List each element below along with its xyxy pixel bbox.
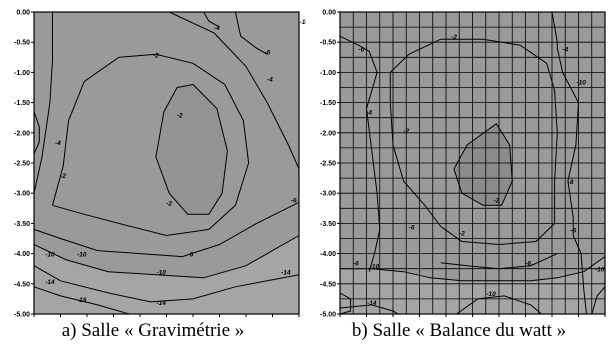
contour-value-label: -14 bbox=[281, 270, 291, 277]
contour-value-label: -2 bbox=[60, 173, 66, 180]
contour-value-label: -14 bbox=[45, 279, 55, 286]
contour-line bbox=[440, 253, 558, 270]
y-tick-label: -3.50 bbox=[14, 221, 30, 228]
y-tick-label: -4.50 bbox=[320, 281, 336, 288]
contour-value-label: -6 bbox=[264, 49, 270, 56]
contour-value-label: -6 bbox=[187, 252, 193, 259]
contour-line bbox=[33, 12, 53, 194]
contour-value-label: -10 bbox=[300, 19, 306, 26]
contour-line bbox=[168, 11, 300, 170]
contour-value-label: -18 bbox=[77, 297, 87, 304]
contour-line bbox=[33, 286, 130, 315]
contour-value-label: -14 bbox=[367, 300, 377, 307]
y-tick-label: -5.00 bbox=[14, 312, 30, 319]
contour-value-label: -10 bbox=[45, 252, 55, 259]
contour-line bbox=[551, 11, 587, 315]
contour-value-label: -6 bbox=[358, 46, 364, 53]
y-tick-label: -5.00 bbox=[320, 312, 336, 319]
inner-region bbox=[155, 84, 228, 215]
y-tick-label: -3.50 bbox=[320, 221, 336, 228]
contour-value-label: -2 bbox=[166, 200, 172, 207]
contour-value-label: -6 bbox=[570, 227, 576, 234]
contour-value-label: -2 bbox=[459, 230, 465, 237]
contour-line bbox=[33, 201, 300, 258]
y-tick-label: -1.50 bbox=[14, 100, 30, 107]
contour-value-label: -2 bbox=[403, 128, 409, 135]
y-tick-label: 0.00 bbox=[16, 10, 30, 17]
contour-value-label: -4 bbox=[55, 140, 61, 147]
contour-value-label: -4 bbox=[267, 76, 273, 83]
contour-value-label: -10 bbox=[576, 79, 586, 86]
y-tick-label: -1.00 bbox=[320, 70, 336, 77]
contour-value-label: -6 bbox=[409, 224, 415, 231]
contour-value-label: -10 bbox=[486, 291, 496, 298]
chart-panel-balance-du-watt: 0.00 -0.50 -1.00 -1.50 -2.00 -2.50 -3.00 -3.50 -… bbox=[306, 0, 612, 347]
chart-panel-gravimetrie: 0.00 -0.50 -1.00 -1.50 -2.00 -2.50 -3.00 -3.50 -… bbox=[14, 10, 306, 342]
caption-balance-du-watt: b) Salle « Balance du watt » bbox=[351, 320, 567, 341]
contour-line bbox=[339, 304, 399, 315]
contour-value-label: -4 bbox=[562, 46, 568, 53]
contour-value-label: -14 bbox=[156, 300, 166, 307]
y-tick-label: -4.00 bbox=[14, 251, 30, 258]
contour-value-label: -8 bbox=[568, 179, 574, 186]
contour-plot-balance-du-watt: 0.00 -0.50 -1.00 -1.50 -2.00 -2.50 -3.00 -3.50 -… bbox=[320, 10, 606, 319]
contour-value-label: -10 bbox=[77, 252, 87, 259]
y-tick-label: 0.00 bbox=[322, 10, 336, 17]
contour-line bbox=[389, 38, 558, 246]
contour-value-label: -6 bbox=[525, 261, 531, 268]
contour-value-label: -4 bbox=[214, 25, 220, 32]
contour-line bbox=[155, 84, 228, 215]
contour-value-label: -6 bbox=[353, 261, 359, 268]
contour-line bbox=[456, 295, 542, 315]
outer-region bbox=[34, 235, 299, 314]
contour-line bbox=[339, 292, 352, 315]
caption-gravimetrie: a) Salle « Gravimétrie » bbox=[61, 320, 245, 341]
y-tick-label: -4.00 bbox=[320, 251, 336, 258]
contour-value-label: -2 bbox=[153, 52, 159, 59]
contour-line bbox=[33, 111, 40, 155]
contour-line bbox=[234, 11, 268, 55]
contour-value-label: -2 bbox=[493, 197, 499, 204]
contour-line bbox=[33, 265, 300, 303]
y-tick-label: -3.00 bbox=[320, 191, 336, 198]
y-tick-label: -0.50 bbox=[14, 40, 30, 47]
contour-value-label: -10 bbox=[370, 264, 380, 271]
contour-value-label: -4 bbox=[366, 110, 372, 117]
y-tick-label: -2.00 bbox=[320, 130, 336, 137]
contour-line bbox=[339, 35, 381, 272]
contour-line bbox=[203, 11, 220, 28]
y-tick-label: -2.50 bbox=[320, 161, 336, 168]
contour-line bbox=[591, 286, 606, 315]
contour-value-label: -2 bbox=[451, 34, 457, 41]
contour-line bbox=[33, 235, 300, 279]
contour-plot-gravimetrie: 0.00 -0.50 -1.00 -1.50 -2.00 -2.50 -3.00 -3.50 -… bbox=[14, 10, 306, 319]
y-tick-label: -4.50 bbox=[14, 281, 30, 288]
contour-line bbox=[52, 53, 250, 237]
contour-value-label: -6 bbox=[291, 197, 297, 204]
contour-line bbox=[340, 256, 606, 282]
y-tick-label: -2.50 bbox=[14, 161, 30, 168]
y-tick-label: -2.00 bbox=[14, 130, 30, 137]
contour-value-label: -10 bbox=[156, 270, 166, 277]
y-tick-label: -3.00 bbox=[14, 191, 30, 198]
contour-value-label: -10 bbox=[595, 267, 605, 274]
contour-line bbox=[453, 123, 513, 206]
y-tick-label: -1.00 bbox=[14, 70, 30, 77]
contour-value-label: -2 bbox=[177, 113, 183, 120]
y-tick-label: -1.50 bbox=[320, 100, 336, 107]
y-tick-label: -0.50 bbox=[320, 40, 336, 47]
